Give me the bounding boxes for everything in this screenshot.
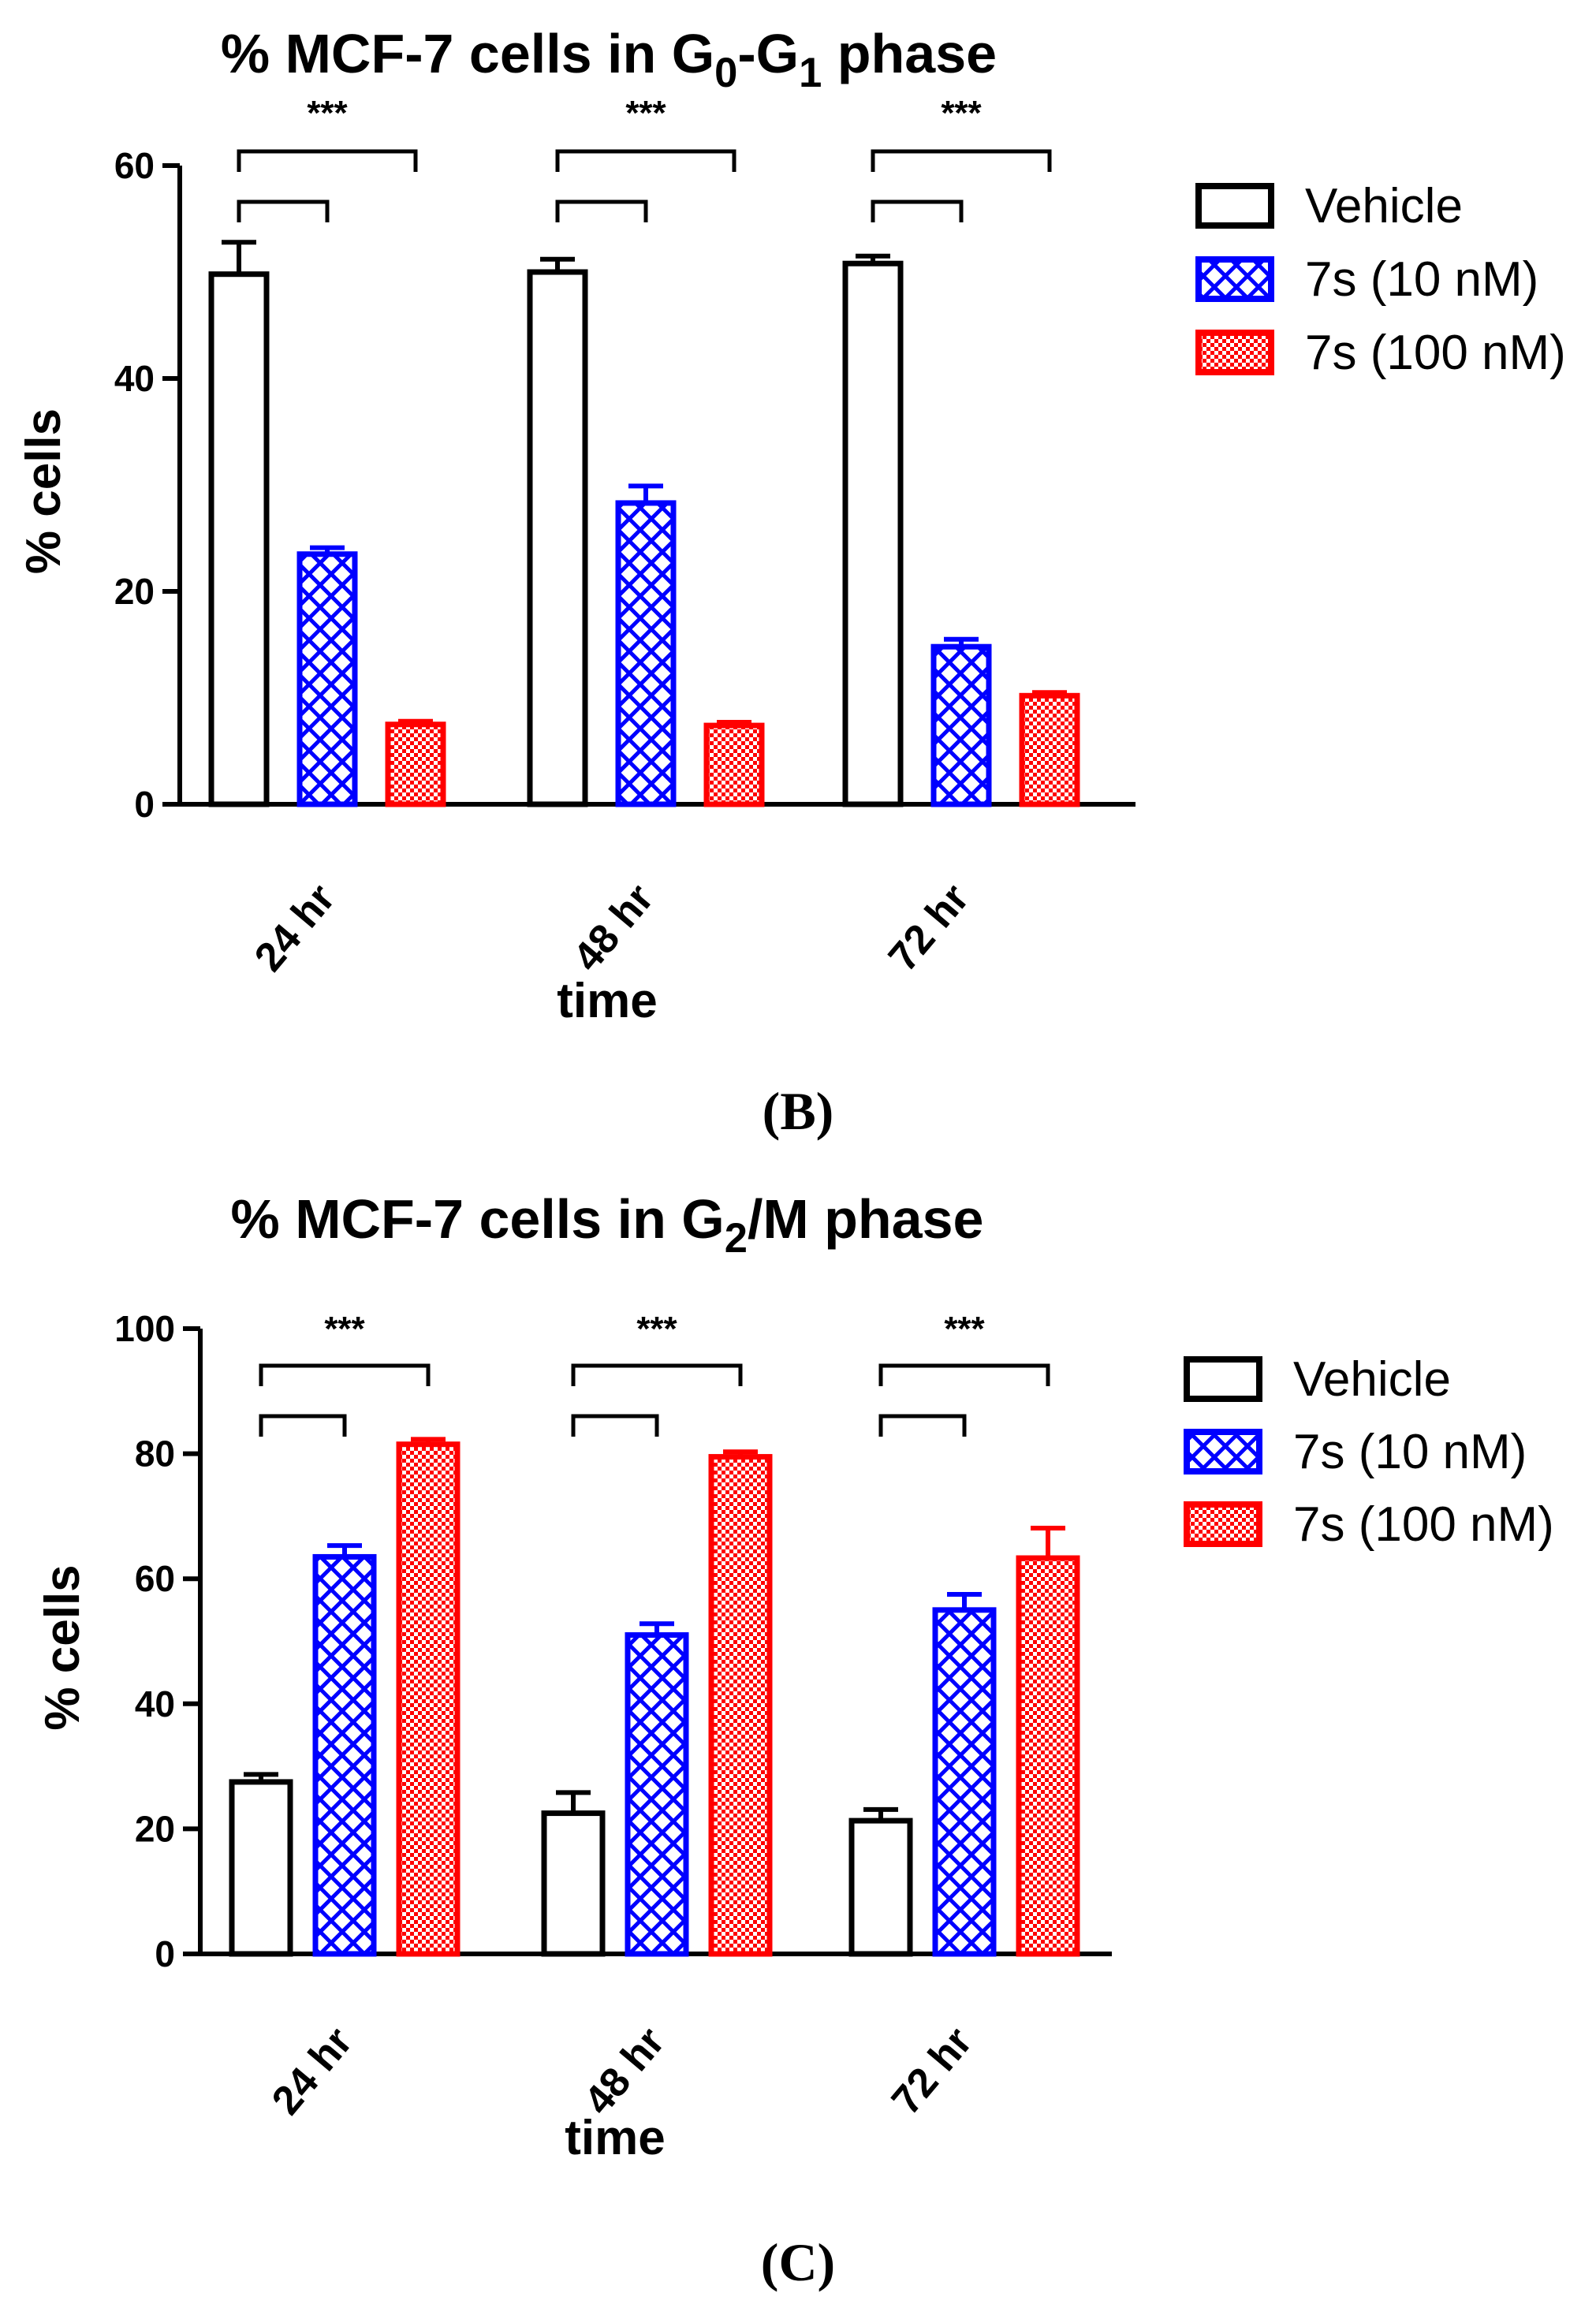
significance-stars: *** <box>625 94 666 132</box>
significance-bracket <box>878 1414 967 1437</box>
legend-label: Vehicle <box>1293 1352 1451 1407</box>
legend-swatch <box>1184 1501 1262 1547</box>
x-tick-label: 72 hr <box>883 2019 981 2123</box>
y-tick-label: 60 <box>135 1558 175 1599</box>
significance-bracket <box>259 1363 431 1386</box>
panel-label-letter: C <box>778 2232 817 2292</box>
y-tick-label: 100 <box>114 1308 175 1349</box>
panel-label-letter: B <box>780 1081 815 1141</box>
x-tick-label: 48 hr <box>576 2019 673 2123</box>
legend-label: 7s (10 nM) <box>1305 252 1538 307</box>
x-tick-label: 24 hr <box>246 875 344 979</box>
significance-bracket <box>555 199 648 222</box>
significance-bracket <box>259 1414 347 1437</box>
y-tick-label: 60 <box>114 145 155 186</box>
panel-label: (B) <box>763 1081 834 1141</box>
significance-stars: *** <box>636 1310 677 1348</box>
bar-vehicle-72hr <box>848 1817 913 1957</box>
bar-7s-10-nm--48hr <box>625 1632 689 1957</box>
panel-label-paren: ) <box>816 1081 834 1141</box>
significance-bracket <box>555 149 736 172</box>
significance-bracket <box>571 1363 743 1386</box>
legend-label: 7s (10 nM) <box>1293 1425 1527 1479</box>
chart-panel-2: % MCF-7 cells in G2/M phase 0 20 40 60 80 100%… <box>35 1188 1554 2292</box>
y-tick-label: 20 <box>135 1808 175 1849</box>
x-tick-label: 72 hr <box>880 875 978 979</box>
panel-label: (C) <box>761 2232 835 2292</box>
legend-swatch <box>1184 1356 1262 1402</box>
significance-stars: *** <box>944 1310 985 1348</box>
bar-7s-10-nm--48hr <box>615 500 677 807</box>
x-tick-label: 24 hr <box>263 2019 361 2123</box>
legend-label: 7s (100 nM) <box>1305 326 1566 380</box>
y-tick-label: 40 <box>114 358 155 399</box>
x-axis-label: time <box>565 2111 665 2165</box>
significance-bracket <box>871 199 964 222</box>
significance-bracket <box>871 149 1052 172</box>
significance-stars: *** <box>307 94 348 132</box>
significance-bracket <box>237 149 418 172</box>
significance-bracket <box>571 1414 659 1437</box>
bar-7s-10-nm--24hr <box>296 551 358 807</box>
y-tick-label: 20 <box>114 571 155 612</box>
y-tick-label: 0 <box>155 1933 175 1974</box>
bar-7s-100-nm--24hr <box>385 721 446 807</box>
legend-swatch <box>1195 256 1274 302</box>
bar-vehicle-48hr <box>541 1810 606 1957</box>
bar-7s-100-nm--72hr <box>1016 1555 1080 1957</box>
bar-7s-10-nm--72hr <box>932 1607 997 1957</box>
y-tick-label: 0 <box>134 784 155 825</box>
x-axis-label: time <box>557 974 657 1028</box>
bar-7s-100-nm--48hr <box>708 1454 773 1957</box>
legend-swatch <box>1195 183 1274 229</box>
y-tick-label: 80 <box>135 1433 175 1474</box>
title-text: -G <box>737 23 799 84</box>
legend-swatch <box>1184 1429 1262 1474</box>
title-text: % MCF-7 cells in G <box>221 23 714 84</box>
title-text: phase <box>822 23 997 84</box>
bar-7s-10-nm--72hr <box>930 643 992 807</box>
bar-vehicle-24hr <box>208 271 270 807</box>
panel-label-paren: ) <box>818 2232 836 2292</box>
y-tick-label: 40 <box>135 1683 175 1724</box>
title-text: /M phase <box>748 1188 984 1250</box>
title-text: % MCF-7 cells in G <box>231 1188 725 1250</box>
significance-bracket <box>878 1363 1050 1386</box>
x-tick-label: 48 hr <box>565 875 662 979</box>
legend-label: Vehicle <box>1305 179 1463 233</box>
panel-label-paren: ( <box>761 2232 779 2292</box>
title-subscript: 0 <box>714 50 737 96</box>
title-subscript: 2 <box>725 1215 748 1262</box>
significance-bracket <box>237 199 330 222</box>
bar-7s-100-nm--48hr <box>703 722 765 807</box>
bar-7s-10-nm--24hr <box>312 1553 377 1957</box>
bar-vehicle-48hr <box>527 269 588 807</box>
y-axis-label: % cells <box>35 1564 90 1730</box>
panel-label-paren: ( <box>763 1081 781 1141</box>
chart-title: % MCF-7 cells in G2/M phase <box>231 1188 984 1262</box>
bar-vehicle-72hr <box>842 260 904 807</box>
significance-stars: *** <box>941 94 982 132</box>
legend-swatch <box>1195 330 1274 375</box>
y-axis-label: % cells <box>17 408 71 574</box>
bar-vehicle-24hr <box>229 1779 293 1957</box>
bar-7s-100-nm--72hr <box>1019 692 1080 807</box>
title-subscript: 1 <box>799 50 822 96</box>
significance-stars: *** <box>324 1310 365 1348</box>
chart-title: % MCF-7 cells in G0-G1 phase <box>221 23 997 96</box>
legend-label: 7s (100 nM) <box>1293 1497 1554 1552</box>
bar-7s-100-nm--24hr <box>396 1441 461 1957</box>
